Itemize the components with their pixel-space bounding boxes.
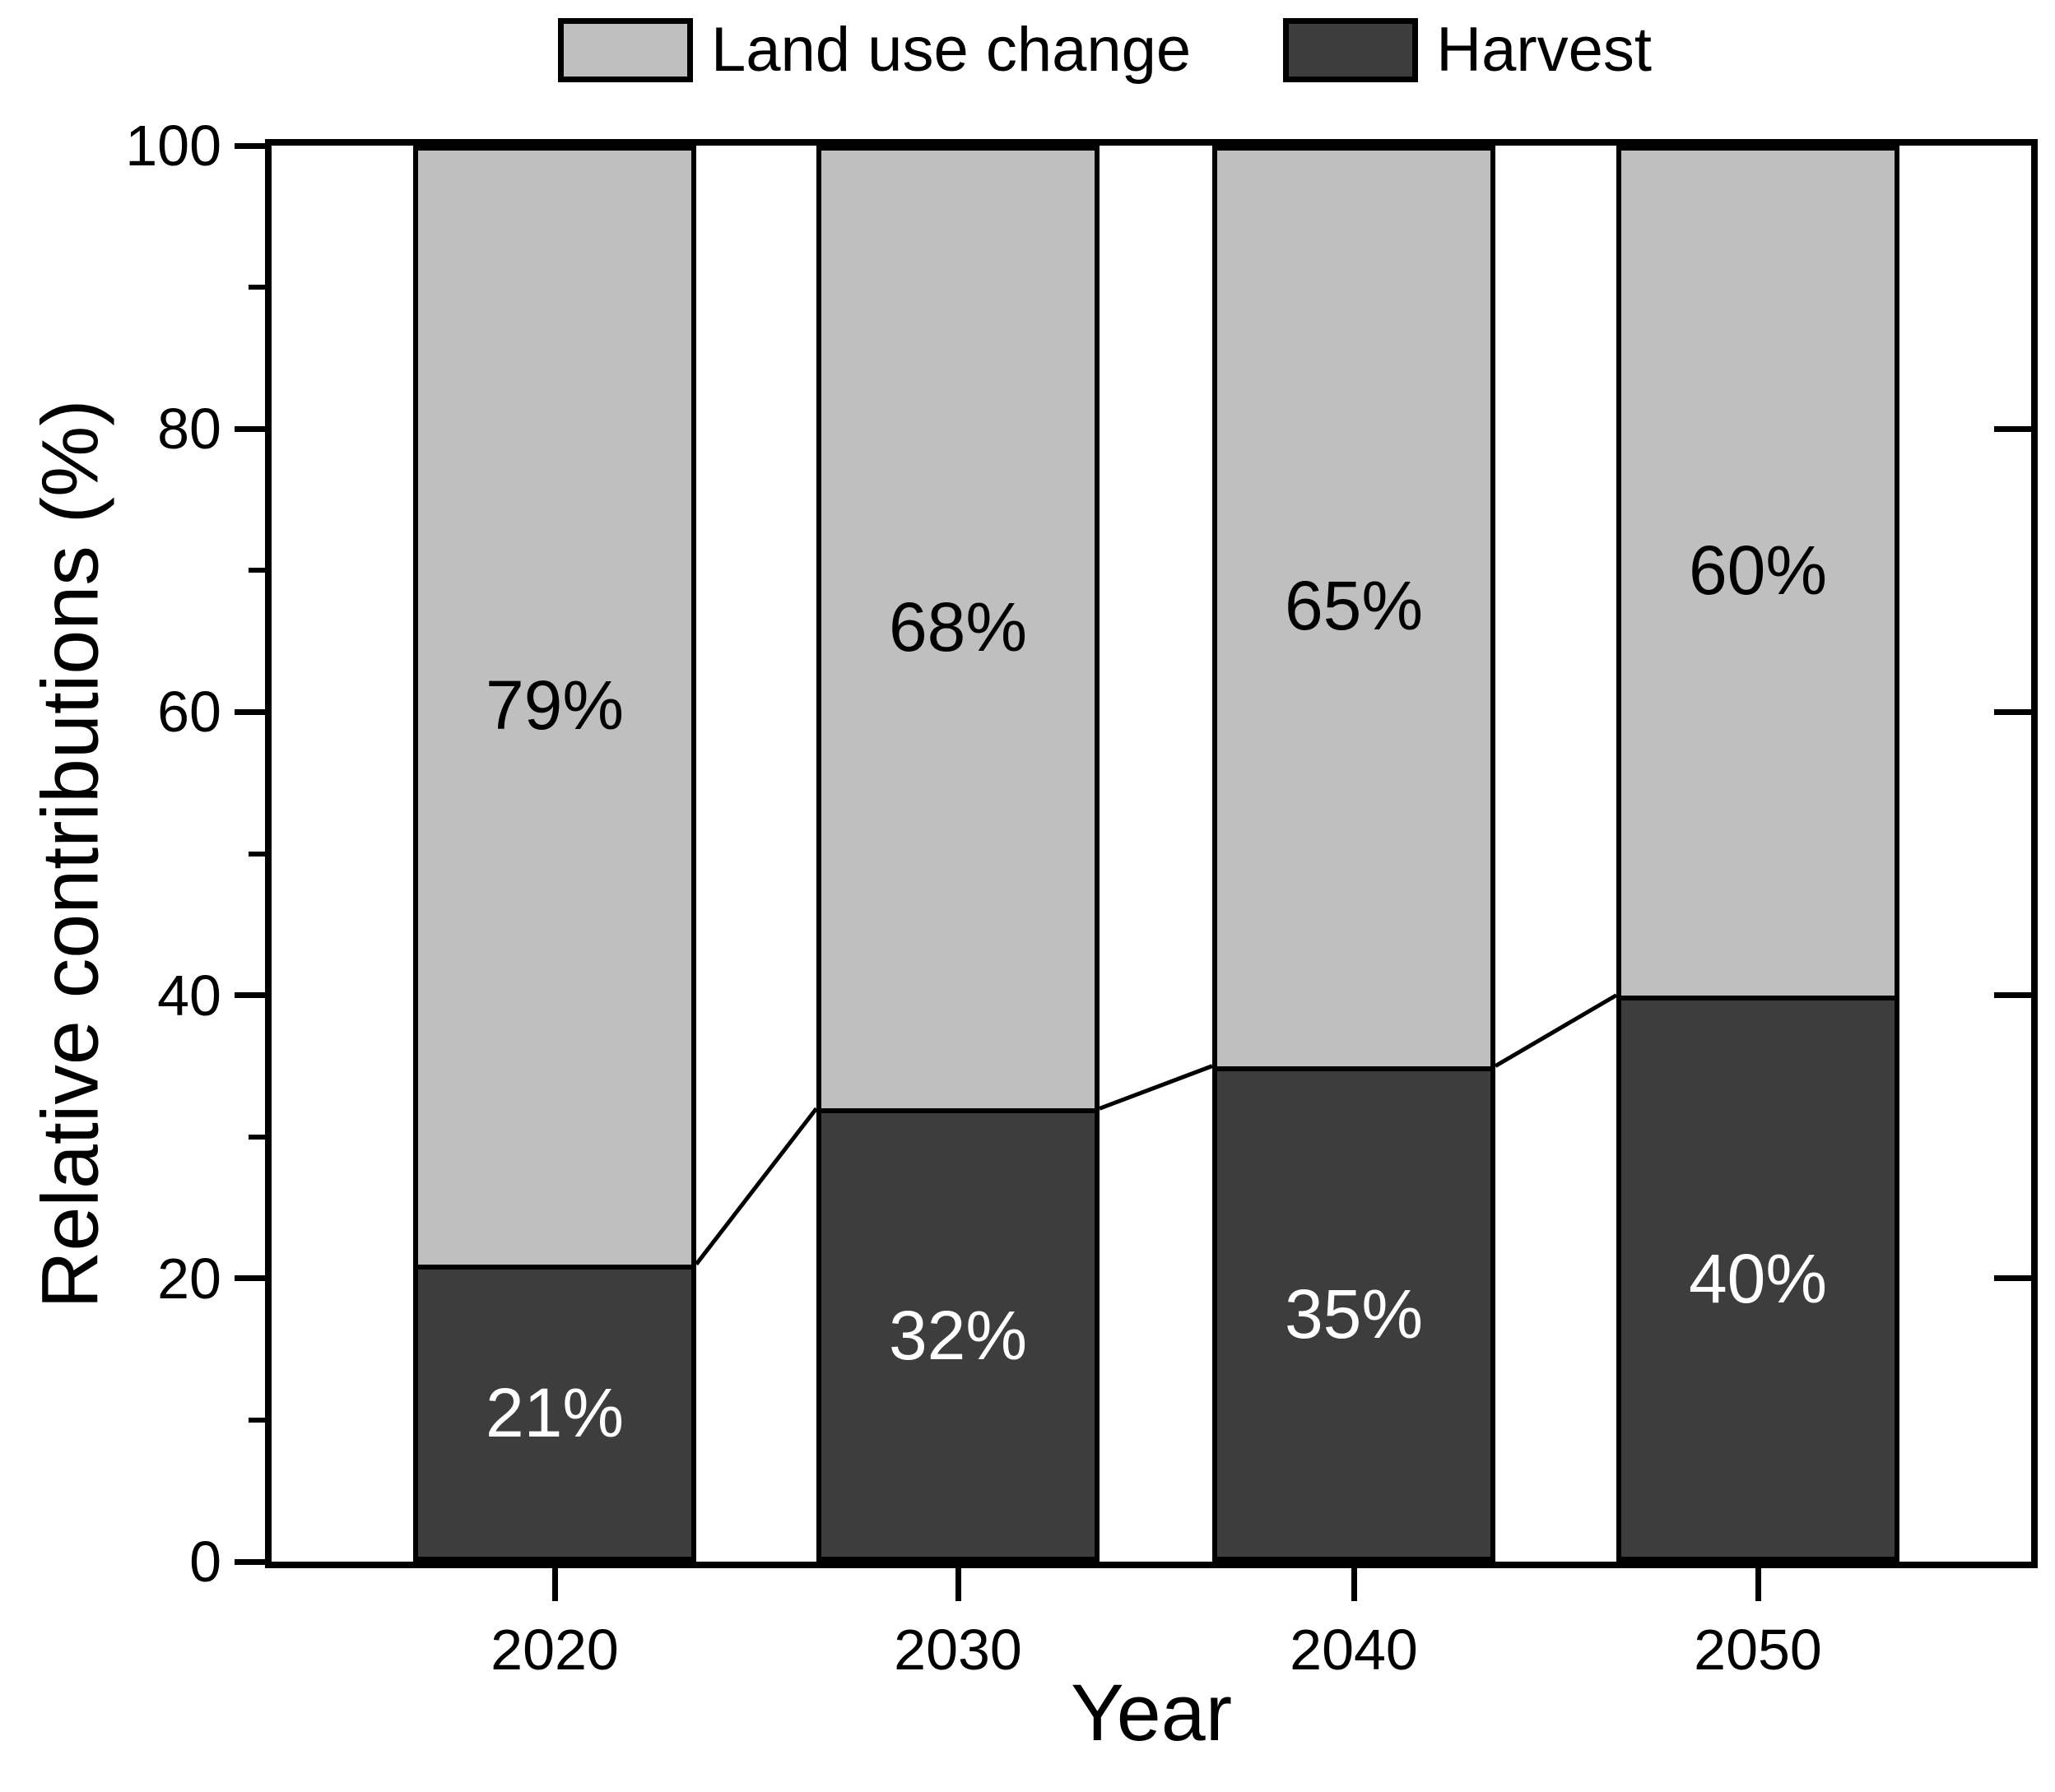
y-axis-major-tick	[235, 1558, 272, 1565]
y-axis-tick-label: 60	[157, 680, 221, 745]
y-axis-tick-label: 80	[157, 397, 221, 462]
bar-segment-land-use-change	[1212, 146, 1495, 1066]
x-axis-tick-label: 2030	[894, 1618, 1022, 1682]
x-axis-tick	[955, 1562, 961, 1601]
x-axis-tick-label: 2050	[1694, 1618, 1822, 1682]
y-axis-major-tick	[235, 1275, 272, 1282]
segment-value-label: 60%	[1688, 532, 1828, 610]
segment-value-label: 68%	[888, 588, 1028, 666]
y-axis-major-tick	[235, 142, 272, 149]
y-axis-tick-label: 20	[157, 1246, 221, 1311]
segment-value-label: 32%	[888, 1296, 1028, 1374]
legend-item: Harvest	[1283, 18, 1652, 82]
bar-segment-harvest	[1616, 995, 1899, 1562]
bar-segment-harvest	[816, 1108, 1100, 1562]
chart-legend: Land use change Harvest	[558, 18, 1652, 82]
bar-segment-land-use-change	[1616, 146, 1899, 996]
legend-label: Harvest	[1436, 15, 1653, 85]
plot-area: Relative contributions (%) Year 0 20 40 60 8…	[26, 117, 2038, 1753]
legend-item: Land use change	[558, 18, 1191, 82]
bar-segment-land-use-change	[816, 146, 1100, 1109]
y-axis-major-tick	[235, 425, 272, 432]
segment-value-label: 40%	[1688, 1239, 1828, 1317]
x-axis-tick	[551, 1562, 558, 1601]
y-axis-minor-tick	[249, 285, 272, 290]
segment-value-label: 21%	[485, 1374, 625, 1452]
y-axis-right-inner-tick	[1994, 708, 2031, 715]
y-axis-right-inner-tick	[1994, 1275, 2031, 1282]
y-axis-major-tick	[235, 992, 272, 999]
x-axis-tick-label: 2040	[1290, 1618, 1418, 1682]
x-axis-tick-label: 2020	[491, 1618, 619, 1682]
y-axis-title: Relative contributions (%)	[25, 398, 115, 1309]
y-axis-right-inner-tick	[1994, 992, 2031, 999]
y-axis-right-inner-tick	[1994, 425, 2031, 432]
x-axis-tick	[1351, 1562, 1357, 1601]
y-axis-minor-tick	[249, 568, 272, 573]
legend-swatch-icon	[558, 18, 693, 82]
x-axis-tick	[1755, 1562, 1761, 1601]
legend-label: Land use change	[711, 15, 1192, 85]
segment-value-label: 35%	[1284, 1274, 1424, 1353]
y-axis-major-tick	[235, 708, 272, 715]
y-axis-minor-tick	[249, 851, 272, 857]
y-axis-tick-label: 40	[157, 963, 221, 1028]
legend-swatch-icon	[1283, 18, 1419, 82]
bar-segment-land-use-change	[413, 146, 696, 1265]
y-axis-minor-tick	[249, 1417, 272, 1423]
y-axis-minor-tick	[249, 1134, 272, 1140]
segment-value-label: 79%	[485, 666, 625, 744]
segment-value-label: 65%	[1284, 567, 1424, 645]
x-axis-title: Year	[1071, 1668, 1232, 1757]
y-axis-tick-label: 100	[125, 114, 221, 178]
bar-segment-harvest	[413, 1264, 696, 1562]
y-axis-tick-label: 0	[189, 1530, 221, 1594]
bar-segment-harvest	[1212, 1065, 1495, 1562]
